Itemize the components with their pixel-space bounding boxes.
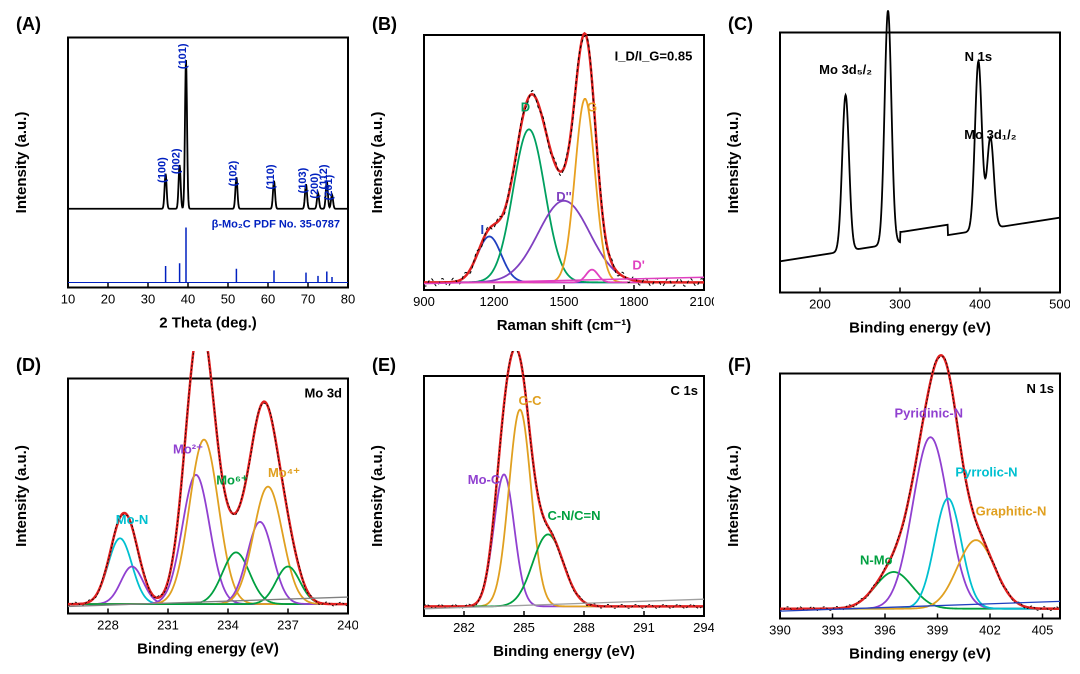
svg-text:D: D [521, 100, 530, 115]
svg-text:Intensity (a.u.): Intensity (a.u.) [725, 445, 742, 547]
svg-text:I_D/I_G=0.85: I_D/I_G=0.85 [615, 49, 693, 64]
svg-text:Binding energy (eV): Binding energy (eV) [849, 646, 991, 663]
svg-text:C-C: C-C [518, 393, 542, 408]
svg-text:Mo 3d₅/₂: Mo 3d₅/₂ [819, 62, 872, 77]
svg-text:β-Mo₂C PDF No. 35-0787: β-Mo₂C PDF No. 35-0787 [212, 219, 340, 231]
svg-text:228: 228 [97, 618, 119, 633]
svg-text:Mo-C: Mo-C [468, 472, 501, 487]
svg-text:282: 282 [453, 620, 475, 635]
panel-e-svg: 282 285 288 291 294 Binding energy (eV) Intens… [366, 351, 714, 669]
svg-text:285: 285 [513, 620, 535, 635]
svg-text:1200: 1200 [480, 294, 509, 309]
panel-a-label: (A) [16, 14, 41, 35]
svg-text:300: 300 [889, 297, 911, 312]
svg-text:30: 30 [141, 292, 155, 307]
svg-text:40: 40 [181, 292, 195, 307]
svg-text:231: 231 [157, 618, 179, 633]
svg-text:294: 294 [693, 620, 714, 635]
panel-d-svg: 228 231 234 237 240 Binding energy (eV) Intens… [10, 351, 358, 669]
svg-text:Raman shift (cm⁻¹): Raman shift (cm⁻¹) [497, 317, 632, 334]
svg-text:237: 237 [277, 618, 299, 633]
svg-text:(110): (110) [265, 164, 277, 189]
svg-text:Mo 3d₁/₂: Mo 3d₁/₂ [964, 127, 1017, 142]
svg-text:1500: 1500 [550, 294, 579, 309]
svg-text:C-N/C=N: C-N/C=N [547, 508, 600, 523]
svg-text:400: 400 [969, 297, 991, 312]
panel-d-label: (D) [16, 355, 41, 376]
svg-text:(100): (100) [157, 157, 169, 183]
svg-text:50: 50 [221, 292, 235, 307]
svg-text:240: 240 [337, 618, 358, 633]
svg-text:D'': D'' [556, 189, 572, 204]
svg-text:I: I [481, 222, 485, 237]
svg-text:Pyrrolic-N: Pyrrolic-N [955, 464, 1017, 479]
panel-e-label: (E) [372, 355, 396, 376]
svg-text:390: 390 [769, 623, 791, 638]
svg-text:396: 396 [874, 623, 896, 638]
svg-text:291: 291 [633, 620, 655, 635]
panel-b: (B) 900 1200 1500 1800 2100 Raman shift (cm⁻¹… [366, 10, 714, 343]
svg-text:(201): (201) [323, 174, 335, 200]
panel-f-svg: 390 393 396 399 402 405 Binding energy (eV) Int… [722, 351, 1070, 669]
panel-c: (C) 200 300 400 500 Binding energy (eV) Inten… [722, 10, 1070, 343]
svg-text:2100: 2100 [690, 294, 714, 309]
svg-text:C 1s: C 1s [671, 383, 698, 398]
panel-f: (F) 390 393 396 399 402 405 Binding energy (eV… [722, 351, 1070, 669]
svg-text:234: 234 [217, 618, 239, 633]
svg-text:Binding energy (eV): Binding energy (eV) [493, 643, 635, 660]
svg-text:200: 200 [809, 297, 831, 312]
svg-text:2 Theta (deg.): 2 Theta (deg.) [159, 315, 257, 332]
svg-text:900: 900 [413, 294, 435, 309]
svg-text:Binding energy (eV): Binding energy (eV) [849, 320, 991, 337]
svg-text:Mo-N: Mo-N [116, 512, 149, 527]
svg-text:Intensity (a.u.): Intensity (a.u.) [369, 112, 386, 214]
svg-text:Mo²⁺: Mo²⁺ [173, 442, 203, 457]
svg-text:Mo⁴⁺: Mo⁴⁺ [268, 465, 300, 480]
svg-text:1800: 1800 [620, 294, 649, 309]
panel-c-label: (C) [728, 14, 753, 35]
svg-text:20: 20 [101, 292, 115, 307]
svg-text:Intensity (a.u.): Intensity (a.u.) [13, 112, 30, 214]
svg-text:500: 500 [1049, 297, 1070, 312]
svg-text:288: 288 [573, 620, 595, 635]
svg-text:405: 405 [1032, 623, 1054, 638]
svg-text:N 1s: N 1s [1027, 381, 1054, 396]
panel-b-svg: 900 1200 1500 1800 2100 Raman shift (cm⁻¹) Int… [366, 10, 714, 343]
svg-text:Intensity (a.u.): Intensity (a.u.) [369, 445, 386, 547]
svg-text:Graphitic-N: Graphitic-N [976, 504, 1047, 519]
svg-text:N 1s: N 1s [965, 49, 992, 64]
svg-text:Intensity (a.u.): Intensity (a.u.) [725, 112, 742, 214]
svg-text:Pyridinic-N: Pyridinic-N [894, 406, 963, 421]
panel-f-label: (F) [728, 355, 751, 376]
svg-text:80: 80 [341, 292, 355, 307]
svg-text:(101): (101) [177, 43, 189, 69]
svg-text:Binding energy (eV): Binding energy (eV) [137, 641, 279, 658]
panel-e: (E) 282 285 288 291 294 Binding energy (eV) In… [366, 351, 714, 669]
svg-text:(102): (102) [227, 160, 239, 186]
svg-text:G: G [587, 100, 597, 115]
panel-a: (A) 10 20 30 40 50 60 70 80 2 Theta (deg.) Intens… [10, 10, 358, 343]
svg-text:Mo⁶⁺: Mo⁶⁺ [216, 472, 248, 487]
svg-text:60: 60 [261, 292, 275, 307]
svg-text:Mo 3d: Mo 3d [304, 385, 342, 400]
panel-d: (D) 228 231 234 237 240 Binding energy (eV) In… [10, 351, 358, 669]
figure-grid: (A) 10 20 30 40 50 60 70 80 2 Theta (deg.) Intens… [10, 10, 1070, 654]
svg-text:10: 10 [61, 292, 75, 307]
svg-text:393: 393 [822, 623, 844, 638]
svg-text:402: 402 [979, 623, 1001, 638]
svg-text:Intensity (a.u.): Intensity (a.u.) [13, 445, 30, 547]
panel-a-svg: 10 20 30 40 50 60 70 80 2 Theta (deg.) Intensity … [10, 10, 358, 343]
panel-b-label: (B) [372, 14, 397, 35]
panel-c-svg: 200 300 400 500 Binding energy (eV) Intensity… [722, 10, 1070, 343]
svg-text:(103): (103) [297, 167, 309, 193]
svg-text:70: 70 [301, 292, 315, 307]
svg-text:(002): (002) [171, 148, 183, 174]
svg-text:D': D' [632, 258, 644, 273]
svg-text:N-Mo: N-Mo [860, 553, 893, 568]
svg-text:399: 399 [927, 623, 949, 638]
